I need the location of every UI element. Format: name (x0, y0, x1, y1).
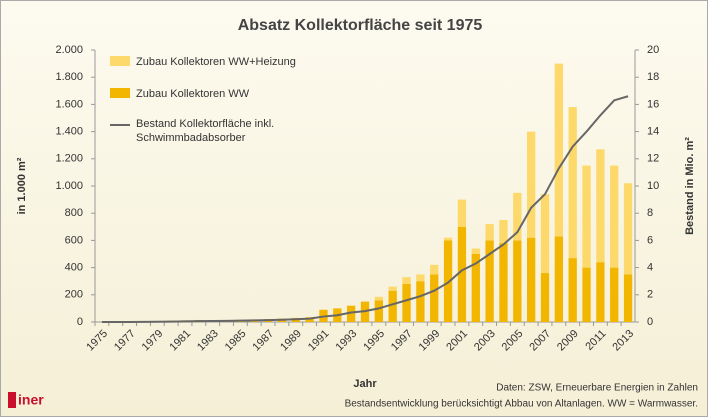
bar (388, 290, 397, 322)
bar (582, 267, 591, 322)
y2-tick-label: 18 (647, 71, 659, 83)
y-axis-label: in 1.000 m² (16, 157, 28, 214)
x-axis-label: Jahr (353, 378, 377, 390)
y-tick-label: 1.800 (55, 71, 83, 83)
bar (485, 240, 494, 322)
bar (443, 237, 453, 241)
y2-tick-label: 2 (647, 289, 653, 301)
y2-tick-label: 20 (647, 44, 659, 56)
y-tick-label: 0 (77, 316, 83, 328)
note: Bestandsentwicklung berücksichtigt Abbau… (345, 399, 698, 410)
y2-tick-label: 10 (647, 180, 659, 192)
bar (305, 317, 314, 322)
y-tick-label: 200 (65, 289, 83, 301)
bar (443, 240, 453, 322)
legend-label: Bestand Kollektorfläche inkl. Schwimmbad… (136, 118, 275, 144)
y-tick-label: 600 (65, 234, 83, 246)
bar (471, 248, 480, 254)
bar (568, 258, 577, 322)
bar (430, 274, 439, 322)
logo: iner (18, 392, 44, 408)
bar (347, 305, 356, 322)
bar (499, 220, 508, 244)
y2-tick-label: 6 (647, 234, 653, 246)
bar (540, 194, 550, 274)
bar (430, 264, 439, 275)
bar (402, 277, 411, 284)
bar (402, 283, 411, 322)
bar (457, 226, 467, 322)
y-tick-label: 400 (65, 262, 83, 274)
bar (610, 165, 619, 268)
bar (457, 199, 467, 227)
bar (513, 192, 522, 241)
bar (374, 296, 383, 301)
y2-tick-label: 12 (647, 153, 659, 165)
bar (527, 131, 536, 238)
bar (610, 267, 619, 322)
bar (554, 63, 563, 237)
bar (623, 183, 633, 275)
bar (513, 240, 522, 322)
bar (582, 165, 591, 268)
y-tick-label: 800 (65, 207, 83, 219)
y-tick-label: 1.600 (55, 98, 83, 110)
bar (499, 243, 508, 322)
bar (540, 273, 550, 322)
legend-swatch (110, 56, 130, 66)
legend-label: Zubau Kollektoren WW+Heizung (136, 56, 296, 68)
bar (596, 262, 605, 322)
bar (374, 300, 383, 322)
legend-swatch (110, 88, 130, 98)
bar (416, 281, 425, 322)
bar (388, 286, 397, 291)
bar (485, 224, 494, 241)
bar (527, 237, 536, 322)
bar (554, 236, 563, 322)
logo-mark (8, 392, 16, 408)
y-tick-label: 1.400 (55, 126, 83, 138)
bar (416, 274, 425, 282)
y2-tick-label: 16 (647, 98, 659, 110)
y2-tick-label: 4 (647, 262, 653, 274)
y-tick-label: 2.000 (55, 44, 83, 56)
bar (623, 274, 633, 322)
source: Daten: ZSW, Erneuerbare Energien in Zahl… (496, 383, 698, 394)
y-tick-label: 1.200 (55, 153, 83, 165)
y-tick-label: 1.000 (55, 180, 83, 192)
y2-tick-label: 14 (647, 126, 659, 138)
bar (596, 149, 605, 263)
line (101, 95, 629, 323)
bar (471, 254, 480, 322)
y2-axis-label: Bestand in Mio. m² (684, 137, 696, 235)
chart-title: Absatz Kollektorfläche seit 1975 (238, 17, 483, 34)
bar (568, 107, 577, 259)
legend-label: Zubau Kollektoren WW (136, 88, 250, 100)
legend-swatch (110, 124, 130, 126)
y2-tick-label: 0 (647, 316, 653, 328)
y2-tick-label: 8 (647, 207, 653, 219)
